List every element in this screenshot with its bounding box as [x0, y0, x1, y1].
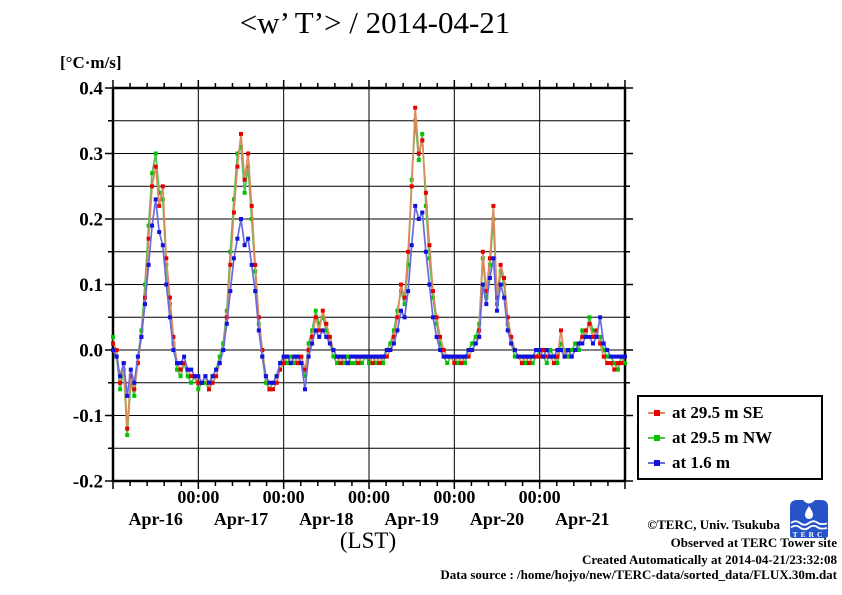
x-day-label: Apr-20 [470, 509, 524, 529]
x-day-label: Apr-17 [214, 509, 268, 529]
y-tick-label: 0.2 [79, 210, 103, 231]
legend-label-29m-nw: at 29.5 m NW [672, 427, 773, 447]
footer-created-timestamp: Created Automatically at 2014-04-21/23:3… [581, 552, 837, 567]
legend-marker-1-6m-icon [648, 458, 665, 468]
terc-logo: TERC [786, 498, 832, 540]
x-day-label: Apr-19 [385, 509, 439, 529]
y-tick-label: -0.1 [73, 406, 103, 427]
y-tick-labels: 0.4 0.3 0.2 0.1 0.0 -0.1 -0.2 [73, 79, 104, 493]
footer-observed-site: Observed at TERC Tower site [670, 535, 837, 550]
legend-box: at 29.5 m SE at 29.5 m NW at 1.6 m [637, 395, 823, 480]
plot-frame [111, 86, 627, 483]
y-axis-unit-label: [°C·m/s] [60, 53, 122, 72]
footer-copyright: ©TERC, Univ. Tsukuba [647, 517, 780, 532]
x-midnight-label: 00:00 [348, 487, 390, 507]
series-at-1-6-m [111, 197, 627, 398]
legend-item-29m-se: at 29.5 m SE [648, 403, 821, 423]
legend-item-1-6m: at 1.6 m [648, 453, 821, 473]
x-midnight-label: 00:00 [519, 487, 561, 507]
x-day-label: Apr-16 [129, 509, 183, 529]
x-day-label: Apr-21 [555, 509, 609, 529]
legend-label-29m-se: at 29.5 m SE [672, 402, 764, 422]
terc-logo-icon: TERC [790, 500, 828, 539]
x-day-label: Apr-18 [299, 509, 353, 529]
chart-title: <w’ T’> / 2014-04-21 [239, 5, 511, 40]
y-tick-label: 0.4 [79, 79, 103, 100]
x-midnight-label: 00:00 [433, 487, 475, 507]
y-tick-label: 0.1 [79, 275, 103, 296]
x-midnight-label: 00:00 [177, 487, 219, 507]
legend-marker-29m-se-icon [648, 408, 665, 418]
gridlines [113, 88, 625, 481]
x-midnight-label: 00:00 [263, 487, 305, 507]
series-markers [111, 197, 627, 398]
legend-label-1-6m: at 1.6 m [672, 452, 731, 472]
footer-data-source-path: Data source : /home/hojyo/new/TERC-data/… [440, 567, 837, 582]
terc-logo-text: TERC [793, 530, 826, 539]
legend-item-29m-nw: at 29.5 m NW [648, 428, 821, 448]
y-tick-label: -0.2 [73, 472, 103, 493]
y-tick-label: 0.3 [79, 144, 103, 165]
legend-marker-29m-nw-icon [648, 433, 665, 443]
x-axis-label: (LST) [339, 528, 397, 553]
y-tick-label: 0.0 [79, 341, 103, 362]
